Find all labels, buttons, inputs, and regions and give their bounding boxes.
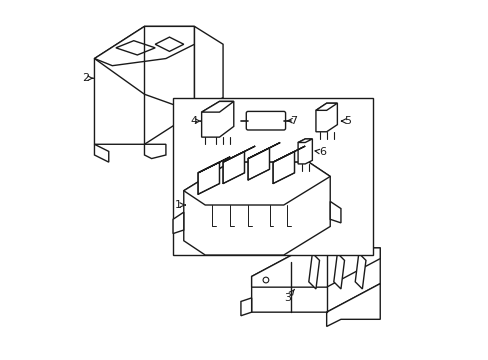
Polygon shape (173, 212, 183, 234)
Polygon shape (272, 152, 294, 184)
FancyBboxPatch shape (246, 111, 285, 130)
Polygon shape (194, 98, 223, 152)
Polygon shape (247, 143, 280, 158)
Polygon shape (201, 102, 233, 112)
Text: 5: 5 (344, 116, 351, 126)
Polygon shape (298, 139, 312, 143)
Polygon shape (298, 139, 312, 164)
Polygon shape (315, 103, 337, 111)
Text: 6: 6 (318, 147, 325, 157)
Text: 7: 7 (290, 116, 297, 126)
Polygon shape (194, 26, 223, 112)
Polygon shape (116, 41, 155, 55)
Polygon shape (326, 284, 380, 327)
Polygon shape (94, 144, 108, 162)
Polygon shape (333, 253, 344, 289)
Polygon shape (198, 157, 230, 173)
Polygon shape (329, 202, 340, 223)
Polygon shape (94, 26, 194, 144)
Text: 2: 2 (82, 73, 89, 83)
Text: 4: 4 (190, 116, 197, 126)
Polygon shape (201, 102, 233, 137)
Polygon shape (315, 103, 337, 132)
Text: 1: 1 (175, 200, 182, 210)
Bar (173, 98, 372, 255)
Polygon shape (198, 162, 219, 194)
Polygon shape (272, 146, 305, 162)
Polygon shape (94, 26, 194, 66)
Polygon shape (144, 144, 165, 158)
Polygon shape (251, 248, 380, 312)
Polygon shape (183, 162, 329, 255)
Polygon shape (308, 253, 319, 289)
Polygon shape (155, 37, 183, 51)
Polygon shape (183, 162, 329, 205)
Polygon shape (223, 152, 244, 184)
Polygon shape (251, 248, 380, 287)
Polygon shape (223, 146, 255, 162)
Polygon shape (354, 253, 365, 289)
Text: 3: 3 (284, 293, 290, 303)
Polygon shape (241, 298, 251, 316)
Polygon shape (247, 148, 269, 180)
